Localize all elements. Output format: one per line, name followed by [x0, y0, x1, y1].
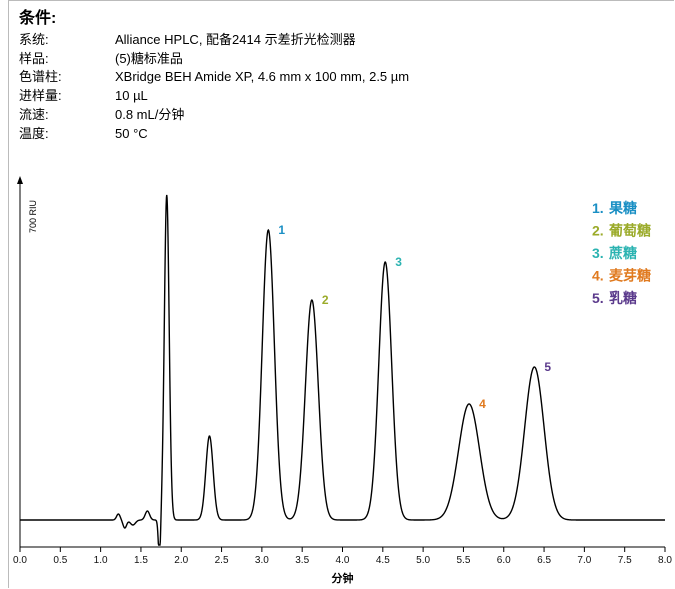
condition-key: 系统: [19, 32, 49, 47]
x-tick-label: 6.5 [537, 555, 551, 566]
legend-name: 麦芽糖 [609, 268, 651, 284]
legend-name: 蔗糖 [608, 245, 637, 261]
condition-value: 0.8 mL/分钟 [115, 106, 185, 122]
condition-value: 10 µL [115, 88, 148, 104]
legend-name: 乳糖 [609, 290, 637, 306]
condition-row: 温度: 50 °C [19, 125, 409, 144]
x-tick-label: 8.0 [658, 555, 672, 566]
legend-number: 1. [592, 200, 604, 216]
x-tick-label: 5.5 [456, 555, 470, 566]
legend-name: 果糖 [608, 200, 637, 216]
peak-label: 2 [322, 293, 329, 307]
legend-name: 葡萄糖 [608, 223, 651, 239]
y-axis-arrow [17, 176, 23, 184]
condition-key: 样品: [19, 50, 49, 66]
x-axis-label: 分钟 [332, 571, 354, 585]
legend-number: 3. [592, 245, 604, 261]
condition-row: 色谱柱: XBridge BEH Amide XP, 4.6 mm x 100 m… [19, 68, 409, 87]
condition-row: 样品: (5)糖标准品 [19, 50, 409, 69]
x-tick-label: 1.0 [94, 555, 108, 566]
x-tick-label: 4.5 [376, 555, 390, 566]
x-tick-label: 2.5 [215, 555, 229, 566]
condition-row: 系统: Alliance HPLC, 配备2414 示差折光检测器 [19, 31, 409, 50]
condition-key: 流速: [19, 106, 49, 122]
figure-frame [8, 0, 674, 588]
x-tick-label: 5.0 [416, 555, 430, 566]
condition-value: (5)糖标准品 [115, 50, 183, 66]
legend-number: 2. [592, 223, 604, 239]
peak-label: 5 [544, 360, 551, 374]
conditions-block: 条件: 系统: Alliance HPLC, 配备2414 示差折光检测器样品: (… [19, 8, 409, 143]
peak-label: 4 [479, 397, 486, 411]
y-axis-label: 700 RIU [28, 200, 38, 233]
legend-number: 4. [592, 268, 604, 284]
condition-key: 进样量: [19, 88, 62, 104]
condition-value: 50 °C [115, 125, 148, 141]
condition-row: 进样量: 10 µL [19, 87, 409, 106]
chromatogram-trace [20, 194, 665, 546]
x-tick-label: 0.0 [13, 555, 27, 566]
x-tick-label: 1.5 [134, 555, 148, 566]
condition-key: 温度: [19, 125, 49, 141]
condition-row: 流速: 0.8 mL/分钟 [19, 106, 409, 125]
x-tick-label: 3.0 [255, 555, 269, 566]
condition-key: 色谱柱: [19, 69, 62, 85]
conditions-title: 条件: [19, 10, 57, 27]
peak-label: 3 [395, 255, 402, 269]
x-tick-label: 7.5 [618, 555, 632, 566]
x-tick-label: 4.0 [336, 555, 350, 566]
peak-label: 1 [278, 223, 285, 237]
legend-number: 5. [592, 290, 604, 306]
condition-value: Alliance HPLC, 配备2414 示差折光检测器 [115, 32, 356, 47]
x-tick-label: 3.5 [295, 555, 309, 566]
x-tick-label: 7.0 [577, 555, 591, 566]
x-tick-label: 0.5 [53, 555, 67, 566]
x-tick-label: 2.0 [174, 555, 188, 566]
x-tick-label: 6.0 [497, 555, 511, 566]
condition-value: XBridge BEH Amide XP, 4.6 mm x 100 mm, 2… [115, 69, 410, 85]
